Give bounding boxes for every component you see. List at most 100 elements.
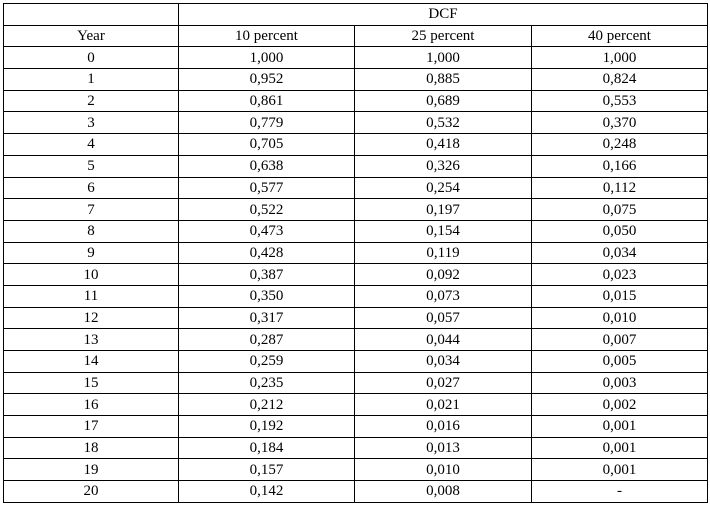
dcf-25-percent-cell: 0,254 (354, 176, 532, 200)
dcf-25-percent-cell: 0,021 (354, 393, 532, 417)
dcf-10-percent-cell: 0,577 (178, 176, 355, 200)
dcf-25-percent-cell: 0,154 (354, 219, 532, 243)
table-row: 4 0,705 0,418 0,248 (3, 133, 708, 156)
dcf-25-percent-cell: 0,418 (354, 133, 532, 156)
dcf-25-percent-cell: 0,885 (354, 68, 532, 91)
dcf-40-percent-cell: 0,553 (531, 89, 708, 113)
dcf-25-percent-cell: 0,532 (354, 111, 532, 135)
column-header-row: Year 10 percent 25 percent 40 percent (3, 24, 708, 48)
dcf-25-percent-cell: 0,013 (354, 436, 532, 460)
table-row: 2 0,861 0,689 0,553 (3, 89, 708, 113)
dcf-40-percent-cell: 0,007 (531, 328, 708, 351)
dcf-40-percent-cell: 0,003 (531, 371, 708, 395)
year-cell: 7 (3, 198, 179, 221)
dcf-10-percent-cell: 0,428 (178, 241, 355, 265)
table-row: 10 0,387 0,092 0,023 (3, 263, 708, 286)
table-row: 6 0,577 0,254 0,112 (3, 176, 708, 200)
dcf-40-percent-cell: 0,002 (531, 393, 708, 417)
table-row: 14 0,259 0,034 0,005 (3, 350, 708, 373)
dcf-25-percent-cell: 0,010 (354, 458, 532, 482)
year-cell: 0 (3, 46, 179, 70)
table-row: 20 0,142 0,008- (3, 480, 708, 503)
table-row: 17 0,192 0,016 0,001 (3, 415, 708, 438)
year-cell: 13 (3, 328, 179, 351)
table-row: 8 0,473 0,154 0,050 (3, 219, 708, 243)
year-cell: 8 (3, 219, 179, 243)
year-cell: 3 (3, 111, 179, 135)
table-row: 13 0,287 0,044 0,007 (3, 328, 708, 351)
year-cell: 10 (3, 263, 179, 286)
table-row: 16 0,212 0,021 0,002 (3, 393, 708, 417)
table-row: 5 0,638 0,326 0,166 (3, 154, 708, 178)
year-cell: 4 (3, 133, 179, 156)
dcf-40-percent-cell: 0,075 (531, 198, 708, 221)
dcf-10-percent-cell: 0,387 (178, 263, 355, 286)
dcf-40-percent-cell: 0,050 (531, 219, 708, 243)
dcf-40-percent-cell: 0,001 (531, 458, 708, 482)
dcf-40-percent-cell: 0,001 (531, 415, 708, 438)
dcf-table: DCF Year 10 percent 25 percent 40 percen… (3, 3, 708, 503)
dcf-10-percent-cell: 0,235 (178, 371, 355, 395)
table-row: 18 0,184 0,013 0,001 (3, 436, 708, 460)
year-cell: 6 (3, 176, 179, 200)
dcf-40-percent-cell: 0,015 (531, 284, 708, 308)
dcf-40-percent-cell: 0,023 (531, 263, 708, 286)
dcf-25-percent-cell: 0,092 (354, 263, 532, 286)
dcf-10-percent-cell: 0,142 (178, 480, 355, 503)
dcf-10-percent-cell: 0,184 (178, 436, 355, 460)
year-cell: 11 (3, 284, 179, 308)
dcf-40-percent-cell: 0,166 (531, 154, 708, 178)
dcf-10-percent-cell: 0,861 (178, 89, 355, 113)
year-cell: 9 (3, 241, 179, 265)
dcf-25-percent-cell: 0,119 (354, 241, 532, 265)
dcf-10-percent-cell: 0,317 (178, 306, 355, 330)
table-row: 7 0,522 0,197 0,075 (3, 198, 708, 221)
table-row: 3 0,779 0,532 0,370 (3, 111, 708, 135)
year-cell: 17 (3, 415, 179, 438)
dcf-40-percent-cell: 1,000 (531, 46, 708, 70)
table-row: 12 0,317 0,057 0,010 (3, 306, 708, 330)
year-cell: 1 (3, 68, 179, 91)
dcf-10-percent-cell: 0,259 (178, 350, 355, 373)
year-cell: 14 (3, 350, 179, 373)
dcf-25-percent-cell: 0,073 (354, 284, 532, 308)
dcf-group-header: DCF (178, 3, 708, 26)
table-row: 15 0,235 0,027 0,003 (3, 371, 708, 395)
dcf-table-body: DCF Year 10 percent 25 percent 40 percen… (3, 3, 708, 503)
group-header-row: DCF (3, 3, 708, 26)
dcf-25-percent-cell: 0,034 (354, 350, 532, 373)
dcf-10-percent-cell: 0,192 (178, 415, 355, 438)
year-cell: 12 (3, 306, 179, 330)
dcf-40-percent-cell: 0,034 (531, 241, 708, 265)
year-cell: 20 (3, 480, 179, 503)
year-cell: 15 (3, 371, 179, 395)
year-cell: 18 (3, 436, 179, 460)
dcf-25-percent-cell: 0,057 (354, 306, 532, 330)
year-cell: 16 (3, 393, 179, 417)
dcf-10-percent-cell: 0,705 (178, 133, 355, 156)
dcf-10-percent-cell: 0,287 (178, 328, 355, 351)
dcf-25-percent-cell: 0,044 (354, 328, 532, 351)
empty-header-cell (3, 3, 179, 26)
table-row: 19 0,157 0,010 0,001 (3, 458, 708, 482)
dcf-40-percent-cell: 0,824 (531, 68, 708, 91)
dcf-25-percent-cell: 0,016 (354, 415, 532, 438)
dcf-10-percent-cell: 1,000 (178, 46, 355, 70)
dcf-25-percent-cell: 0,027 (354, 371, 532, 395)
column-header-40-percent: 40 percent (531, 24, 708, 48)
table-row: 1 0,952 0,885 0,824 (3, 68, 708, 91)
dcf-25-percent-cell: 1,000 (354, 46, 532, 70)
dcf-25-percent-cell: 0,689 (354, 89, 532, 113)
dcf-10-percent-cell: 0,779 (178, 111, 355, 135)
year-header: Year (3, 24, 179, 48)
dcf-40-percent-cell: 0,010 (531, 306, 708, 330)
year-cell: 19 (3, 458, 179, 482)
year-cell: 5 (3, 154, 179, 178)
table-row: 11 0,350 0,073 0,015 (3, 284, 708, 308)
dcf-10-percent-cell: 0,212 (178, 393, 355, 417)
column-header-10-percent: 10 percent (178, 24, 355, 48)
table-row: 0 1,000 1,000 1,000 (3, 46, 708, 70)
dcf-40-percent-cell: 0,001 (531, 436, 708, 460)
dcf-40-percent-cell: 0,248 (531, 133, 708, 156)
